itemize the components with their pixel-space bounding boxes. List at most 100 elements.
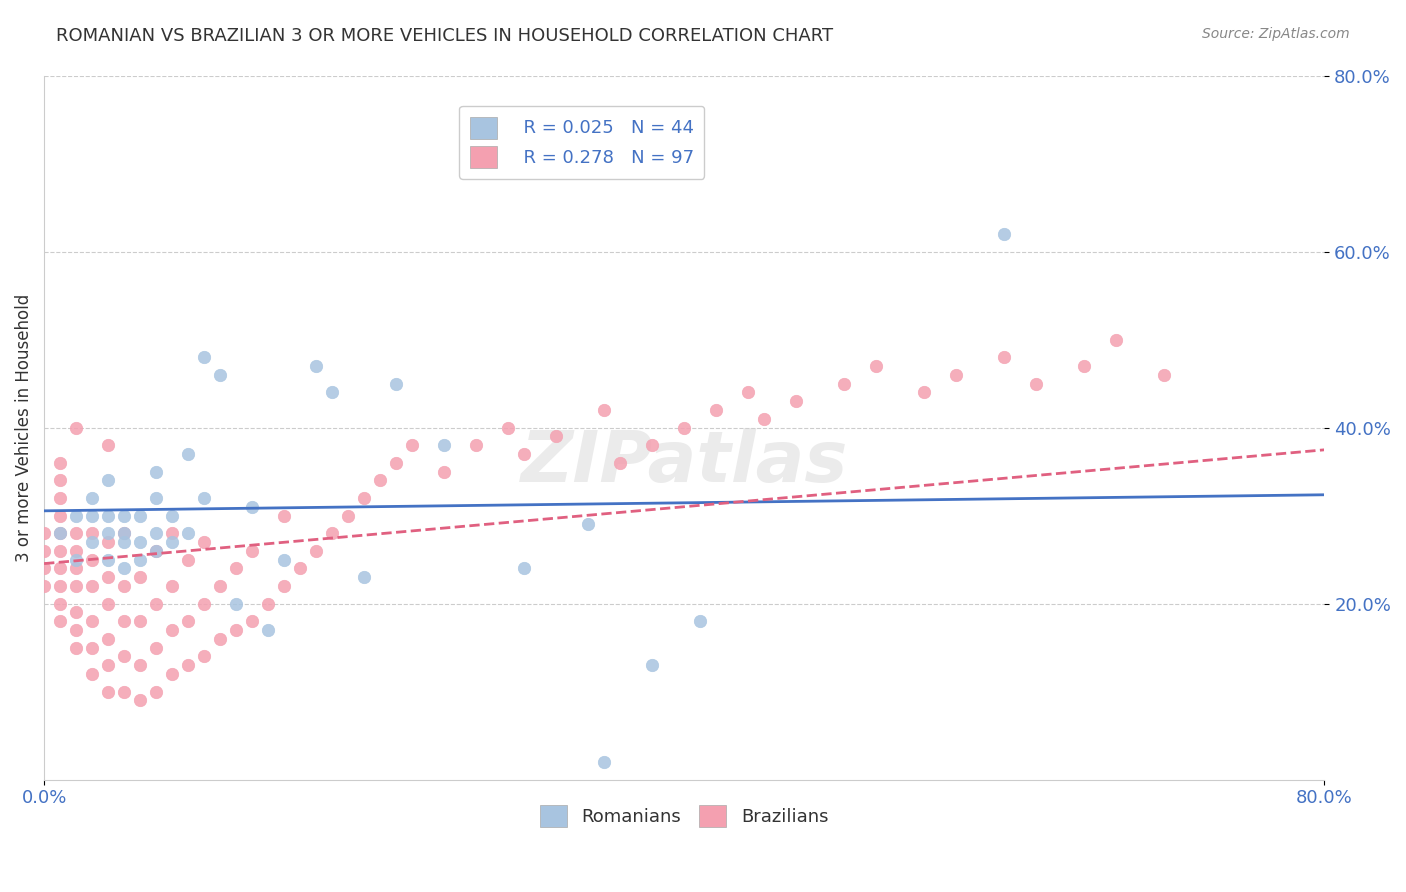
- Point: [593, 755, 616, 769]
- Point: [145, 543, 167, 558]
- Point: [82, 640, 104, 655]
- Point: [65, 606, 87, 620]
- Point: [160, 535, 183, 549]
- Point: [209, 632, 232, 646]
- Legend: Romanians, Brazilians: Romanians, Brazilians: [533, 797, 835, 834]
- Point: [177, 447, 200, 461]
- Point: [97, 632, 120, 646]
- Point: [737, 385, 759, 400]
- Point: [82, 508, 104, 523]
- Point: [49, 526, 72, 541]
- Point: [385, 376, 408, 391]
- Point: [65, 579, 87, 593]
- Point: [785, 394, 807, 409]
- Point: [225, 597, 247, 611]
- Point: [368, 474, 391, 488]
- Point: [97, 552, 120, 566]
- Point: [288, 561, 311, 575]
- Point: [593, 403, 616, 417]
- Point: [129, 552, 152, 566]
- Point: [225, 561, 247, 575]
- Point: [145, 491, 167, 505]
- Point: [112, 561, 135, 575]
- Point: [353, 570, 375, 584]
- Point: [401, 438, 423, 452]
- Point: [82, 552, 104, 566]
- Point: [546, 429, 568, 443]
- Point: [112, 535, 135, 549]
- Point: [513, 447, 536, 461]
- Point: [32, 543, 55, 558]
- Text: Source: ZipAtlas.com: Source: ZipAtlas.com: [1202, 27, 1350, 41]
- Point: [65, 420, 87, 434]
- Point: [160, 667, 183, 681]
- Point: [240, 543, 263, 558]
- Point: [160, 623, 183, 637]
- Point: [32, 579, 55, 593]
- Point: [129, 535, 152, 549]
- Point: [145, 640, 167, 655]
- Point: [49, 491, 72, 505]
- Point: [49, 614, 72, 628]
- Point: [704, 403, 727, 417]
- Point: [49, 561, 72, 575]
- Point: [641, 658, 664, 673]
- Point: [112, 508, 135, 523]
- Point: [32, 561, 55, 575]
- Point: [97, 526, 120, 541]
- Point: [993, 350, 1015, 364]
- Point: [465, 438, 488, 452]
- Text: ROMANIAN VS BRAZILIAN 3 OR MORE VEHICLES IN HOUSEHOLD CORRELATION CHART: ROMANIAN VS BRAZILIAN 3 OR MORE VEHICLES…: [56, 27, 834, 45]
- Point: [97, 684, 120, 698]
- Point: [209, 368, 232, 382]
- Point: [65, 561, 87, 575]
- Point: [385, 456, 408, 470]
- Point: [49, 474, 72, 488]
- Point: [65, 543, 87, 558]
- Point: [49, 508, 72, 523]
- Point: [321, 385, 343, 400]
- Y-axis label: 3 or more Vehicles in Household: 3 or more Vehicles in Household: [15, 293, 32, 562]
- Point: [609, 456, 631, 470]
- Point: [177, 658, 200, 673]
- Point: [576, 517, 599, 532]
- Point: [177, 526, 200, 541]
- Point: [65, 552, 87, 566]
- Point: [1073, 359, 1095, 373]
- Point: [912, 385, 935, 400]
- Point: [193, 535, 215, 549]
- Point: [321, 526, 343, 541]
- Point: [305, 543, 328, 558]
- Point: [337, 508, 360, 523]
- Point: [49, 456, 72, 470]
- Point: [177, 552, 200, 566]
- Point: [112, 684, 135, 698]
- Point: [177, 614, 200, 628]
- Point: [112, 526, 135, 541]
- Point: [209, 579, 232, 593]
- Point: [1153, 368, 1175, 382]
- Point: [129, 693, 152, 707]
- Point: [273, 552, 295, 566]
- Point: [945, 368, 967, 382]
- Point: [145, 543, 167, 558]
- Point: [129, 570, 152, 584]
- Point: [160, 579, 183, 593]
- Point: [82, 535, 104, 549]
- Point: [513, 561, 536, 575]
- Point: [1105, 333, 1128, 347]
- Point: [82, 491, 104, 505]
- Point: [193, 491, 215, 505]
- Point: [82, 614, 104, 628]
- Point: [754, 411, 776, 425]
- Point: [193, 350, 215, 364]
- Point: [832, 376, 855, 391]
- Point: [193, 597, 215, 611]
- Point: [129, 508, 152, 523]
- Point: [82, 526, 104, 541]
- Point: [673, 420, 696, 434]
- Point: [433, 438, 456, 452]
- Point: [225, 623, 247, 637]
- Point: [32, 526, 55, 541]
- Point: [433, 465, 456, 479]
